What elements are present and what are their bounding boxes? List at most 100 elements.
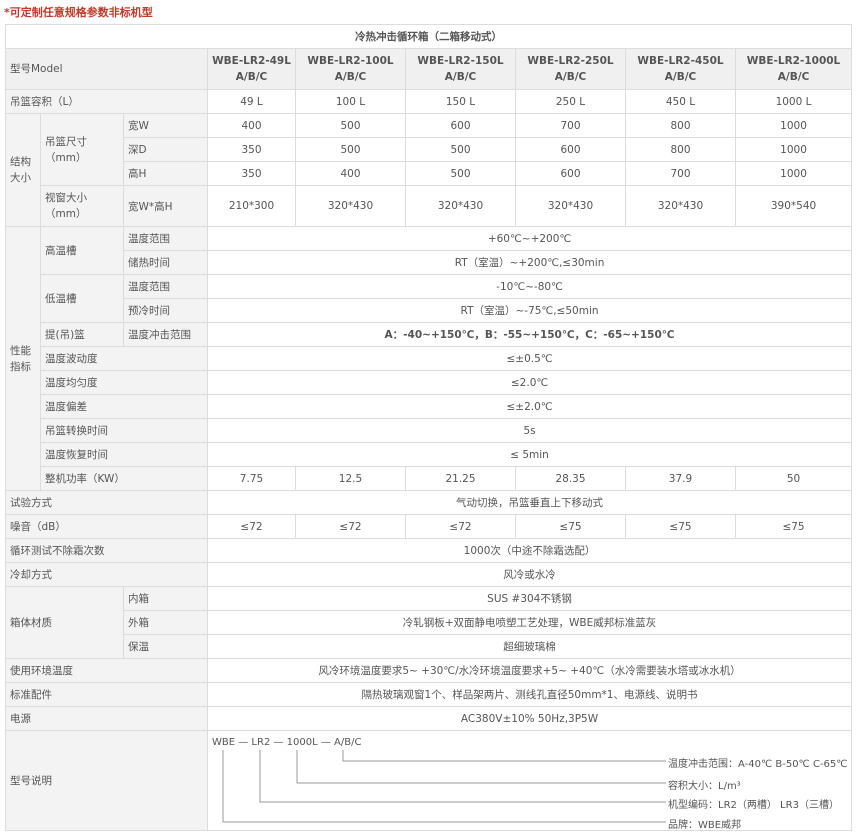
row-label: 吊篮转换时间 — [40, 418, 208, 443]
cell-value: 冷轧钢板+双面静电喷塑工艺处理，WBE威邦标准蓝灰 — [206, 610, 853, 635]
cell-value: 600 — [405, 113, 516, 138]
custom-note: *可定制任意规格参数非标机型 — [4, 6, 153, 19]
table-row: 温度恢复时间 ≤ 5min — [6, 442, 853, 467]
row-label: 视窗大小 （mm） — [40, 185, 124, 227]
model-header: WBE-LR2-1000L A/B/C — [734, 48, 853, 90]
table-row: 性能指标 高温槽 温度范围 +60℃~+200℃ — [5, 226, 853, 491]
row-label: 温度均匀度 — [40, 370, 208, 395]
cell-value: 500 — [405, 161, 516, 186]
row-label: 保温 — [123, 634, 208, 659]
cell-value: 500 — [295, 113, 406, 138]
table-row: 温度均匀度 ≤2.0℃ — [6, 370, 853, 395]
row-label: 试验方式 — [5, 490, 208, 515]
model-row: 型号Model WBE-LR2-49L A/B/C WBE-LR2-100L A/B… — [5, 48, 853, 90]
cell-value: 210*300 — [207, 185, 296, 227]
row-label: 循环测试不除霜次数 — [5, 538, 208, 563]
cell-value: A：-40~+150℃，B：-55~+150℃，C：-65~+150℃ — [206, 322, 853, 347]
row-label: 温度波动度 — [40, 346, 208, 371]
diagram-lines — [222, 750, 666, 823]
desc-item: 品牌：WBE威邦 — [668, 820, 742, 831]
row-label: 温度范围 — [123, 274, 208, 299]
cell-value: 1000 — [734, 161, 853, 186]
model-code-diagram: WBE — LR2 — 1000L — A/B/C 温度冲击范围：A-40℃ B… — [209, 732, 851, 831]
model-header: WBE-LR2-250L A/B/C — [515, 48, 626, 90]
cell-value: 400 — [295, 161, 406, 186]
table-row: 深D 350 500 500 600 800 1000 — [6, 137, 853, 162]
model-header: WBE-LR2-49L A/B/C — [207, 48, 296, 90]
model-header: WBE-LR2-150L A/B/C — [405, 48, 516, 90]
cell-value: SUS #304不锈钢 — [206, 586, 853, 611]
cell-value: 1000 — [734, 137, 853, 162]
cell-value: 450 L — [625, 89, 736, 114]
cell-value: 350 — [207, 161, 296, 186]
row-label: 型号说明 — [5, 730, 208, 831]
table-row: 结构大小 吊篮尺寸 （mm） 宽W 400 500 600 700 800 1000 — [5, 113, 853, 227]
table-row: 整机功率（KW） 7.75 12.5 21.25 28.35 37.9 50 — [6, 466, 853, 491]
row-label: 温度冲击范围 — [123, 322, 208, 347]
cell-value: 1000 L — [734, 89, 853, 114]
model-header: WBE-LR2-100L A/B/C — [295, 48, 406, 90]
cell-value: 7.75 — [207, 466, 296, 491]
row-label: 冷却方式 — [5, 562, 208, 587]
table-row: 吊篮容积（L） 49 L 100 L 150 L 250 L 450 L 1000 L — [5, 89, 853, 114]
table-row: 储热时间 RT（室温）~+200℃,≤30min — [6, 250, 853, 275]
desc-item: 温度冲击范围：A-40℃ B-50℃ C-65℃ — [668, 759, 848, 770]
table-row: 提(吊)篮 温度冲击范围 A：-40~+150℃，B：-55~+150℃，C：-65… — [6, 322, 853, 347]
row-label: 宽W*高H — [123, 185, 208, 227]
cell-value: 1000次（中途不除霜选配） — [206, 538, 853, 563]
cell-value: 700 — [625, 161, 736, 186]
cell-value: 21.25 — [405, 466, 516, 491]
cell-value: 350 — [207, 137, 296, 162]
cell-value: 390*540 — [734, 185, 853, 227]
desc-item: 容积大小：L/m³ — [668, 781, 741, 792]
cell-value: 风冷或水冷 — [206, 562, 853, 587]
cell-value: 隔热玻璃观窗1个、样品架两片、测线孔直径50mm*1、电源线、说明书 — [206, 682, 853, 707]
cell-value: 150 L — [405, 89, 516, 114]
cell-value: ≤75 — [734, 514, 853, 539]
cell-value: 320*430 — [405, 185, 516, 227]
cell-value: 49 L — [207, 89, 296, 114]
cell-value: 12.5 — [295, 466, 406, 491]
table-row: 温度波动度 ≤±0.5℃ — [6, 346, 853, 371]
row-label: 预冷时间 — [123, 298, 208, 323]
table-row: 箱体材质 内箱 SUS #304不锈钢 — [5, 586, 853, 659]
row-label: 整机功率（KW） — [40, 466, 208, 491]
row-label: 结构大小 — [5, 113, 41, 227]
table-title: 冷热冲击循环箱（二箱移动式） — [4, 24, 853, 49]
cell-value: 500 — [405, 137, 516, 162]
cell-value: 50 — [734, 466, 853, 491]
spec-table: 冷热冲击循环箱（二箱移动式） 型号Model WBE-LR2-49L A/B/C … — [4, 24, 853, 831]
cell-value: 气动切换，吊篮垂直上下移动式 — [206, 490, 853, 515]
cell-value: 320*430 — [515, 185, 626, 227]
cell-value: 320*430 — [625, 185, 736, 227]
cell-value: ≤±2.0℃ — [206, 394, 853, 419]
row-label: 使用环境温度 — [5, 658, 208, 683]
row-label: 箱体材质 — [5, 586, 124, 659]
cell-value: 28.35 — [515, 466, 626, 491]
row-label: 温度恢复时间 — [40, 442, 208, 467]
row-label: 储热时间 — [123, 250, 208, 275]
table-row: 标准配件 隔热玻璃观窗1个、样品架两片、测线孔直径50mm*1、电源线、说明书 — [5, 682, 853, 707]
table-row: 循环测试不除霜次数 1000次（中途不除霜选配） — [5, 538, 853, 563]
table-row: 高H 350 400 500 600 700 1000 — [6, 161, 853, 186]
cell-value: -10℃~-80℃ — [206, 274, 853, 299]
row-label: 低温槽 — [40, 274, 124, 323]
cell-value: ≤75 — [515, 514, 626, 539]
model-header: WBE-LR2-450L A/B/C — [625, 48, 736, 90]
row-label: 外箱 — [123, 610, 208, 635]
cell-value: ≤2.0℃ — [206, 370, 853, 395]
cell-value: 1000 — [734, 113, 853, 138]
table-row: 温度偏差 ≤±2.0℃ — [6, 394, 853, 419]
cell-value: 250 L — [515, 89, 626, 114]
cell-value: 600 — [515, 137, 626, 162]
cell-value: 800 — [625, 137, 736, 162]
model-description-row: 型号说明 WBE — LR2 — 1000L — A/B/C 温度冲击范围：A-… — [5, 730, 853, 831]
table-row: 预冷时间 RT（室温）~-75℃,≤50min — [6, 298, 853, 323]
cell-value: 700 — [515, 113, 626, 138]
row-label: 内箱 — [123, 586, 208, 611]
cell-value: RT（室温）~+200℃,≤30min — [206, 250, 853, 275]
cell-value: 37.9 — [625, 466, 736, 491]
cell-value: ≤72 — [207, 514, 296, 539]
cell-value: 超细玻璃棉 — [206, 634, 853, 659]
table-row: 低温槽 温度范围 -10℃~-80℃ — [6, 274, 853, 323]
